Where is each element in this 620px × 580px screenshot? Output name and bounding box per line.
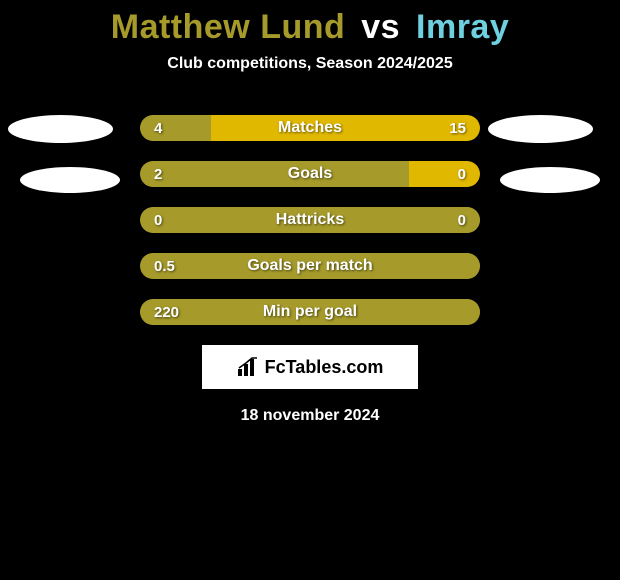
player1-name: Matthew Lund	[111, 8, 346, 46]
stat-row: 20Goals	[140, 161, 480, 187]
stat-left-value: 4	[154, 115, 162, 141]
comparison-title: Matthew Lund vs Imray	[0, 0, 620, 47]
stat-right-value: 0	[458, 207, 466, 233]
bars-icon	[237, 357, 259, 377]
player2-name: Imray	[416, 8, 509, 46]
stat-row: 415Matches	[140, 115, 480, 141]
stat-left-value: 0.5	[154, 253, 175, 279]
stat-left-value: 220	[154, 299, 179, 325]
stat-left-value: 0	[154, 207, 162, 233]
stat-row: 00Hattricks	[140, 207, 480, 233]
chart-area: 415Matches20Goals00Hattricks0.5Goals per…	[0, 115, 620, 425]
vs-text: vs	[361, 8, 400, 46]
stat-rows: 415Matches20Goals00Hattricks0.5Goals per…	[0, 115, 620, 325]
stat-row: 220Min per goal	[140, 299, 480, 325]
date-text: 18 november 2024	[0, 407, 620, 425]
team-badge-right-2	[500, 167, 600, 193]
team-badge-right-1	[488, 115, 593, 143]
stat-left-value: 2	[154, 161, 162, 187]
fctables-logo: FcTables.com	[202, 345, 418, 389]
subtitle: Club competitions, Season 2024/2025	[0, 55, 620, 73]
team-badge-left-1	[8, 115, 113, 143]
team-badge-left-2	[20, 167, 120, 193]
stat-right-value: 0	[458, 161, 466, 187]
logo-text: FcTables.com	[265, 357, 384, 378]
stat-right-value: 15	[449, 115, 466, 141]
stat-row: 0.5Goals per match	[140, 253, 480, 279]
